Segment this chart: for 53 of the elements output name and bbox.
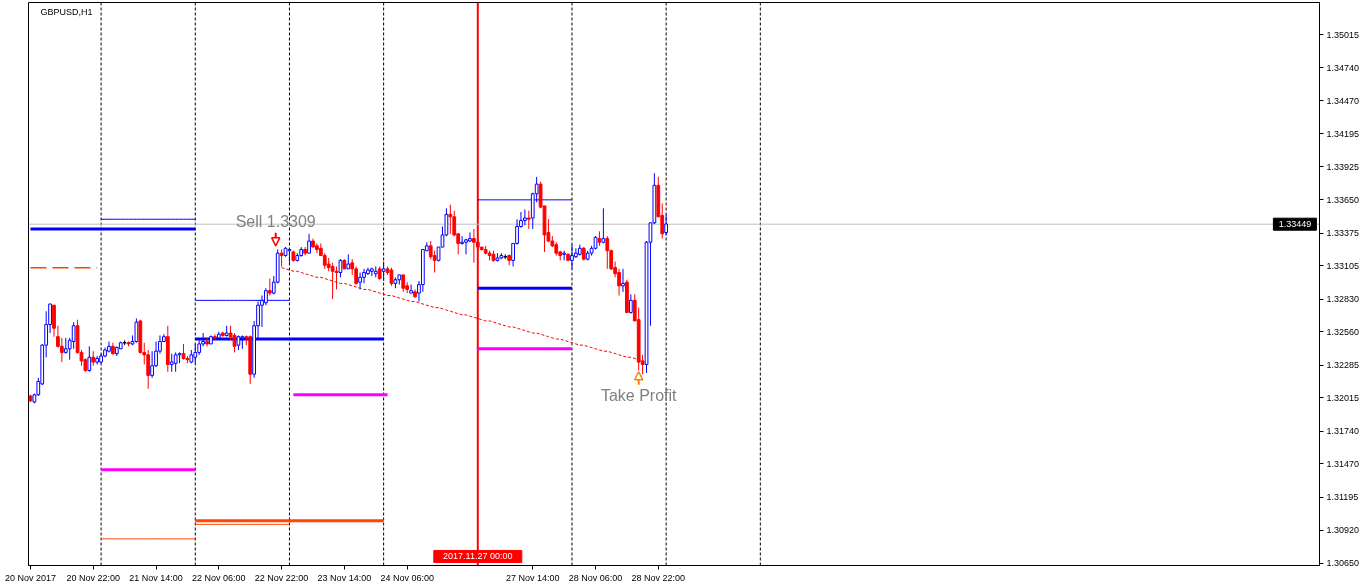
x-tick-label: 24 Nov 06:00	[380, 572, 434, 583]
candlestick	[193, 343, 198, 364]
y-tick-label: 1.30650	[1326, 558, 1360, 569]
annotation: Take Profit	[600, 387, 678, 405]
candlestick	[468, 232, 472, 243]
y-tick-label: 1.32830	[1326, 294, 1360, 305]
x-tick-label: 22 Nov 22:00	[254, 572, 309, 583]
x-tick-label: 2017.11.27 00:00	[443, 551, 513, 562]
y-tick-label: 1.34740	[1326, 62, 1360, 73]
x-tick-label: 20 Nov 2017	[4, 572, 56, 583]
candlestick	[303, 246, 308, 257]
y-tick-label: 1.31740	[1326, 426, 1360, 437]
candlestick	[315, 242, 319, 254]
candlestick	[173, 351, 178, 373]
y-tick-label: 1.33650	[1326, 194, 1360, 205]
y-tick-label: 1.33375	[1326, 228, 1360, 239]
candlestick	[570, 244, 574, 270]
candlestick	[205, 337, 209, 347]
y-tick-label: 1.32015	[1326, 392, 1360, 403]
annotation: Sell 1.3309	[235, 213, 316, 231]
y-tick-label: 1.35015	[1326, 29, 1360, 40]
x-tick-label: 21 Nov 14:00	[129, 572, 183, 583]
candlestick	[601, 207, 606, 244]
y-tick-label: 1.34195	[1326, 128, 1360, 139]
x-tick-label: 28 Nov 22:00	[631, 572, 686, 583]
ref-line-label: 1.33449	[1278, 219, 1312, 230]
x-tick-label: 23 Nov 14:00	[317, 572, 372, 583]
y-tick-label: 1.30920	[1326, 525, 1360, 536]
y-tick-label: 1.33925	[1326, 161, 1360, 172]
candlestick	[621, 268, 625, 293]
candlestick	[448, 204, 453, 235]
x-tick-label: 22 Nov 06:00	[192, 572, 246, 583]
candlestick	[523, 209, 527, 226]
y-tick-label: 1.32285	[1326, 360, 1360, 371]
candlestick	[562, 250, 566, 261]
chart-title: GBPUSD,H1	[40, 6, 93, 17]
y-tick-label: 1.31470	[1326, 458, 1360, 469]
candlestick	[628, 293, 633, 315]
x-tick-label: 27 Nov 14:00	[505, 572, 560, 583]
x-tick-label: 28 Nov 06:00	[568, 572, 623, 583]
candlestick	[71, 321, 76, 350]
y-tick-label: 1.32560	[1326, 326, 1360, 337]
y-tick-label: 1.34470	[1326, 95, 1360, 106]
candlestick	[464, 238, 468, 255]
y-tick-label: 1.33105	[1326, 260, 1360, 271]
candlestick	[307, 233, 311, 254]
y-tick-label: 1.31195	[1326, 492, 1359, 503]
candlestick	[213, 333, 217, 341]
candlestick	[358, 272, 362, 290]
candlestick	[169, 353, 174, 373]
x-tick-label: 20 Nov 22:00	[66, 572, 121, 583]
candlestick	[664, 213, 669, 236]
candlestick	[409, 284, 413, 294]
